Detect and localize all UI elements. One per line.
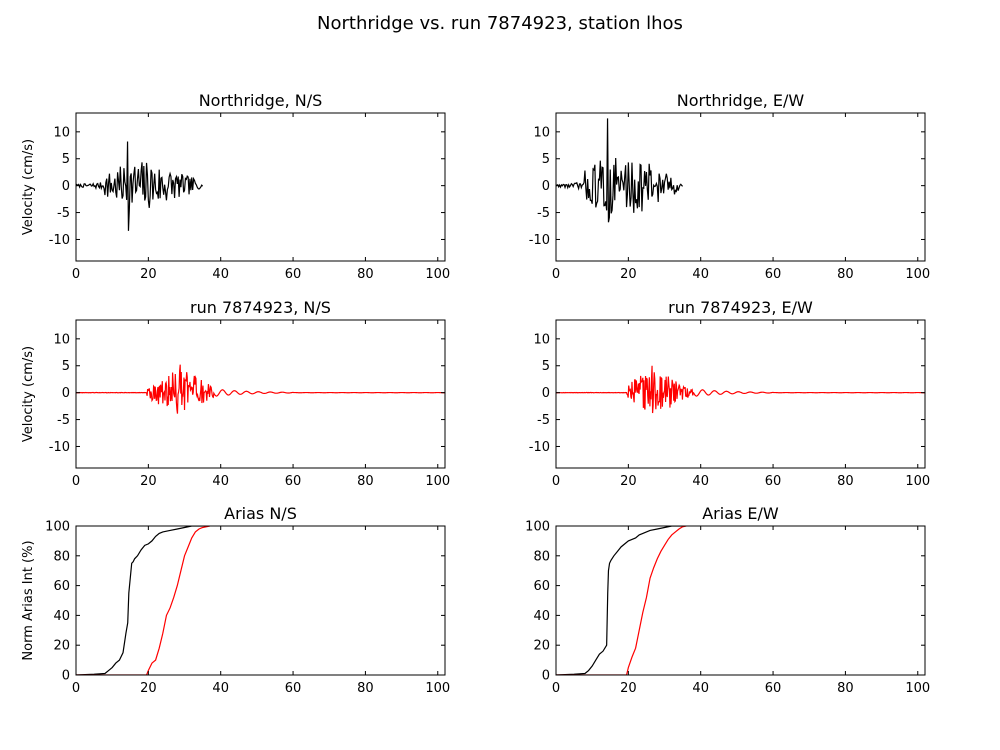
ew-vel-obs-panel: 0 20 40 60 80 100 10 5 0 -5 -10 Northridge, E/W bbox=[529, 91, 930, 282]
ns-vel-sim-frame bbox=[75, 319, 446, 469]
y-tick-label: -10 bbox=[49, 440, 70, 455]
ew-arias-frame bbox=[555, 525, 926, 676]
x-tick-label: 0 bbox=[72, 474, 80, 489]
x-tick-label: 80 bbox=[837, 267, 854, 282]
ew-vel-sim-panel: 0 20 40 60 80 100 10 5 0 -5 -10 run 7874923, E/W bbox=[529, 298, 930, 489]
ew-vel-obs-frame bbox=[555, 112, 926, 262]
x-tick-label: 20 bbox=[140, 474, 157, 489]
y-tick-label: 0 bbox=[542, 386, 550, 401]
ew-vel-obs-title: Northridge, E/W bbox=[677, 91, 805, 110]
x-tick-label: 40 bbox=[212, 267, 229, 282]
x-tick-label: 0 bbox=[72, 267, 80, 282]
y-tick-label: 10 bbox=[53, 125, 70, 140]
ew-arias-series-1 bbox=[556, 526, 687, 675]
y-tick-label: -5 bbox=[57, 206, 70, 221]
y-tick-label: 10 bbox=[53, 332, 70, 347]
x-tick-label: 0 bbox=[552, 681, 560, 696]
x-tick-label: 60 bbox=[765, 267, 782, 282]
ns-vel-sim-ylabel: Velocity (cm/s) bbox=[21, 346, 36, 442]
ns-arias-series-1 bbox=[76, 526, 210, 675]
y-tick-label: 0 bbox=[542, 179, 550, 194]
ns-arias-ylabel: Norm Arias Int (%) bbox=[21, 540, 36, 660]
y-tick-label: 0 bbox=[62, 386, 70, 401]
y-tick-label: 20 bbox=[533, 639, 550, 654]
x-tick-label: 20 bbox=[620, 474, 637, 489]
x-tick-label: 40 bbox=[212, 681, 229, 696]
figure-title: Northridge vs. run 7874923, station lhos bbox=[317, 13, 683, 34]
x-tick-label: 20 bbox=[140, 267, 157, 282]
y-tick-label: 80 bbox=[53, 549, 70, 564]
x-tick-label: 80 bbox=[837, 474, 854, 489]
y-tick-label: 10 bbox=[533, 332, 550, 347]
x-tick-label: 80 bbox=[357, 474, 374, 489]
y-tick-label: -10 bbox=[49, 233, 70, 248]
x-tick-label: 80 bbox=[357, 681, 374, 696]
ns-arias-frame bbox=[75, 525, 446, 676]
y-tick-label: 5 bbox=[62, 152, 70, 167]
x-tick-label: 60 bbox=[285, 474, 302, 489]
ew-vel-sim-series-0 bbox=[556, 365, 925, 414]
x-tick-label: 20 bbox=[620, 681, 637, 696]
x-tick-label: 100 bbox=[425, 681, 450, 696]
ns-vel-obs-series-0 bbox=[76, 141, 204, 231]
y-tick-label: 100 bbox=[45, 520, 70, 535]
x-tick-label: 100 bbox=[905, 267, 930, 282]
ns-arias-panel: 0 20 40 60 80 100 100 80 60 40 20 0 Arias N/S Norm Ar… bbox=[21, 504, 450, 696]
x-tick-label: 80 bbox=[357, 267, 374, 282]
y-tick-label: -5 bbox=[537, 413, 550, 428]
x-tick-label: 60 bbox=[285, 267, 302, 282]
x-tick-label: 100 bbox=[425, 267, 450, 282]
y-tick-label: 0 bbox=[62, 179, 70, 194]
x-tick-label: 20 bbox=[620, 267, 637, 282]
x-tick-label: 40 bbox=[692, 267, 709, 282]
ew-vel-sim-title: run 7874923, E/W bbox=[668, 298, 813, 317]
ew-arias-title: Arias E/W bbox=[702, 504, 779, 523]
ns-vel-sim-panel: 0 20 40 60 80 100 10 5 0 -5 -10 run 7874923, N/S Vel… bbox=[21, 298, 450, 489]
ew-arias-panel: 0 20 40 60 80 100 100 80 60 40 20 0 Arias E/W bbox=[525, 504, 930, 696]
ns-vel-sim-title: run 7874923, N/S bbox=[190, 298, 331, 317]
y-tick-label: 60 bbox=[53, 579, 70, 594]
y-tick-label: 60 bbox=[533, 579, 550, 594]
y-tick-label: -10 bbox=[529, 233, 550, 248]
y-tick-label: -5 bbox=[57, 413, 70, 428]
y-tick-label: 5 bbox=[542, 152, 550, 167]
ns-vel-obs-title: Northridge, N/S bbox=[199, 91, 323, 110]
ns-vel-obs-ylabel: Velocity (cm/s) bbox=[21, 139, 36, 235]
x-tick-label: 60 bbox=[285, 681, 302, 696]
x-tick-label: 0 bbox=[552, 474, 560, 489]
x-tick-label: 100 bbox=[425, 474, 450, 489]
ns-arias-series-0 bbox=[76, 526, 203, 675]
x-tick-label: 60 bbox=[765, 474, 782, 489]
x-tick-label: 40 bbox=[692, 681, 709, 696]
x-tick-label: 20 bbox=[140, 681, 157, 696]
ew-vel-obs-series-0 bbox=[556, 118, 684, 223]
ns-vel-sim-series-0 bbox=[76, 364, 445, 414]
y-tick-label: 20 bbox=[53, 639, 70, 654]
y-tick-label: 0 bbox=[542, 669, 550, 684]
x-tick-label: 80 bbox=[837, 681, 854, 696]
ew-vel-sim-frame bbox=[555, 319, 926, 469]
y-tick-label: 80 bbox=[533, 549, 550, 564]
x-tick-label: 40 bbox=[212, 474, 229, 489]
ns-arias-title: Arias N/S bbox=[224, 504, 297, 523]
y-tick-label: 0 bbox=[62, 669, 70, 684]
y-tick-label: 40 bbox=[53, 609, 70, 624]
ew-arias-series-0 bbox=[556, 526, 683, 675]
y-tick-label: -10 bbox=[529, 440, 550, 455]
x-tick-label: 100 bbox=[905, 474, 930, 489]
x-tick-label: 0 bbox=[552, 267, 560, 282]
y-tick-label: 10 bbox=[533, 125, 550, 140]
x-tick-label: 0 bbox=[72, 681, 80, 696]
x-tick-label: 60 bbox=[765, 681, 782, 696]
y-tick-label: 40 bbox=[533, 609, 550, 624]
x-tick-label: 40 bbox=[692, 474, 709, 489]
x-tick-label: 100 bbox=[905, 681, 930, 696]
ns-vel-obs-panel: 0 20 40 60 80 100 10 5 0 -5 -10 Northridge, N/S Velo… bbox=[21, 91, 450, 282]
y-tick-label: 5 bbox=[542, 359, 550, 374]
y-tick-label: -5 bbox=[537, 206, 550, 221]
y-tick-label: 100 bbox=[525, 520, 550, 535]
ns-vel-obs-frame bbox=[75, 112, 446, 262]
y-tick-label: 5 bbox=[62, 359, 70, 374]
